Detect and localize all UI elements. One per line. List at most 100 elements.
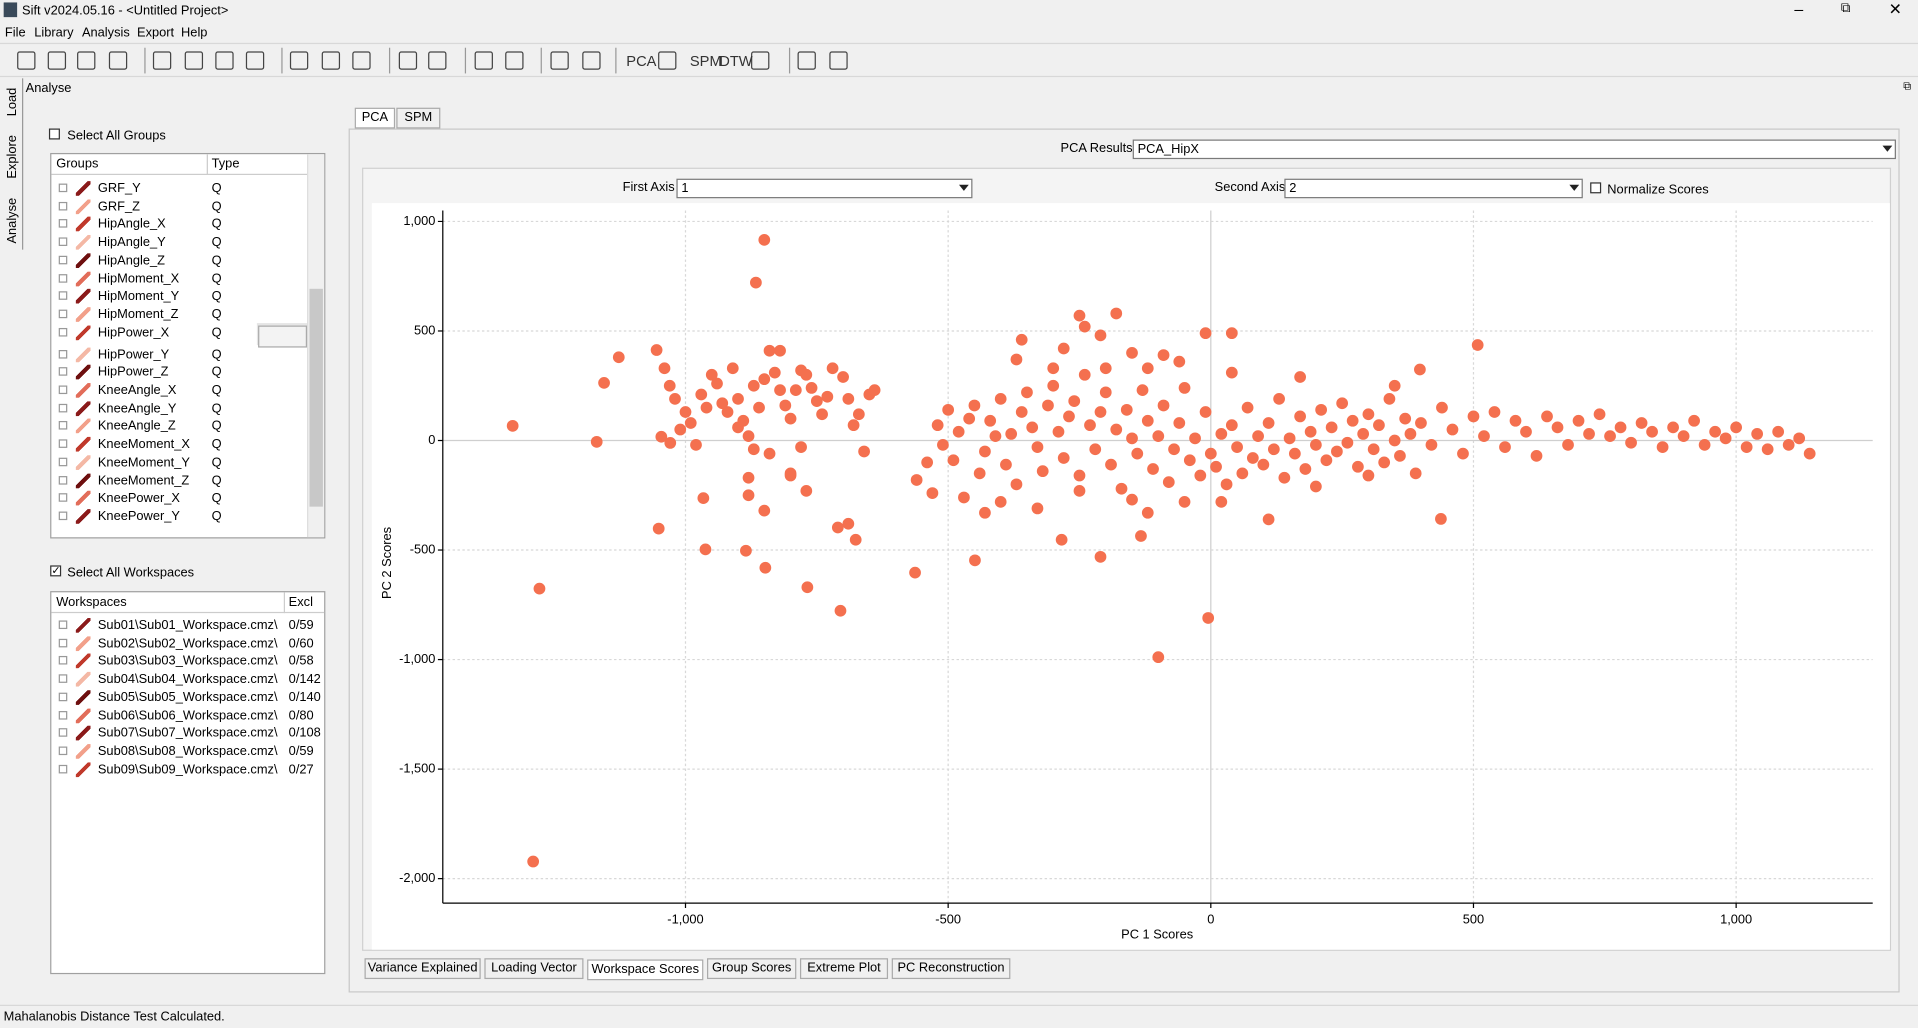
expand-icon[interactable] <box>58 692 68 701</box>
cell[interactable]: Sub04\Sub04_Workspace.cmz\ <box>97 671 278 687</box>
tab[interactable]: PC Reconstruction <box>891 958 1011 980</box>
cell[interactable]: Sub03\Sub03_Workspace.cmz\ <box>97 653 278 669</box>
tab[interactable]: Loading Vector <box>484 958 584 980</box>
expand-icon[interactable] <box>58 638 68 648</box>
cell[interactable]: Sub09\Sub09_Workspace.cmz\ <box>97 761 278 777</box>
tab[interactable]: PCA <box>354 107 396 129</box>
toolbar-button[interactable]: DTW <box>719 52 753 70</box>
cell[interactable]: KneeAngle_Z <box>97 419 176 434</box>
menu-item[interactable]: Analysis <box>81 25 130 41</box>
toolbar-icon[interactable] <box>428 51 447 70</box>
expand-icon[interactable] <box>58 237 68 247</box>
cell[interactable]: KneeMoment_Z <box>97 472 190 488</box>
expand-icon[interactable] <box>58 309 68 319</box>
normalize-scores[interactable]: Normalize Scores <box>1607 182 1709 198</box>
expand-icon[interactable] <box>58 421 68 431</box>
checkbox[interactable]: ✓ <box>50 564 62 577</box>
expand-icon[interactable] <box>58 620 68 630</box>
toolbar-icon[interactable] <box>152 51 172 70</box>
toolbar-icon[interactable] <box>658 51 677 70</box>
expand-icon[interactable] <box>58 201 68 211</box>
toolbar-button[interactable]: PCA <box>626 52 657 70</box>
toolbar-icon[interactable] <box>550 51 569 70</box>
cell[interactable]: Sub07\Sub07_Workspace.cmz\ <box>97 725 278 741</box>
maximize[interactable]: ⧉ <box>1840 1 1851 16</box>
toolbar-icon[interactable] <box>47 51 67 70</box>
menu-item[interactable]: Library <box>34 25 74 41</box>
expand-icon[interactable] <box>58 710 68 719</box>
expand-icon[interactable] <box>58 728 68 737</box>
cell[interactable]: GRF_Y <box>97 181 141 196</box>
expand-icon[interactable] <box>58 327 68 337</box>
cell[interactable]: HipAngle_X <box>97 217 166 232</box>
cell[interactable]: HipAngle_Y <box>97 235 166 250</box>
toolbar-icon[interactable] <box>321 51 341 70</box>
expand-icon[interactable] <box>58 291 68 301</box>
expand-icon[interactable] <box>58 255 68 265</box>
expand-icon[interactable] <box>58 367 68 377</box>
close[interactable]: ✕ <box>1888 0 1902 19</box>
toolbar-icon[interactable] <box>474 51 493 70</box>
cell[interactable]: HipMoment_Y <box>97 289 180 304</box>
expand-icon[interactable] <box>58 746 68 755</box>
tab[interactable]: Workspace Scores <box>587 959 704 981</box>
cell[interactable]: HipMoment_X <box>97 271 180 286</box>
second-axis-combo[interactable]: 2 <box>1284 178 1583 199</box>
cell[interactable]: KneeAngle_X <box>97 383 177 398</box>
expand-icon[interactable] <box>58 511 68 520</box>
toolbar-icon[interactable] <box>215 51 234 70</box>
cell[interactable]: Sub06\Sub06_Workspace.cmz\ <box>97 707 278 723</box>
cell[interactable]: Sub08\Sub08_Workspace.cmz\ <box>97 743 278 759</box>
cell[interactable]: HipAngle_Z <box>97 253 165 268</box>
cell[interactable]: HipMoment_Z <box>97 307 179 322</box>
toolbar-icon[interactable] <box>108 51 128 70</box>
tab[interactable]: SPM <box>396 107 441 129</box>
expand-icon[interactable] <box>58 457 68 467</box>
expand-icon[interactable] <box>58 439 68 449</box>
cell[interactable]: HipPower_Y <box>97 347 170 362</box>
minimize[interactable]: – <box>1794 0 1804 19</box>
tab[interactable]: Extreme Plot <box>799 958 889 980</box>
menu-item[interactable]: Help <box>181 25 208 41</box>
first-axis-combo[interactable]: 1 <box>676 178 973 199</box>
checkbox[interactable] <box>1590 182 1602 194</box>
expand-icon[interactable] <box>58 475 68 485</box>
cell[interactable]: GRF_Z <box>97 199 140 214</box>
tab[interactable]: Variance Explained <box>364 958 481 980</box>
toolbar-icon[interactable] <box>77 51 96 70</box>
expand-icon[interactable] <box>58 403 68 413</box>
toolbar-icon[interactable] <box>751 51 770 70</box>
expand-icon[interactable] <box>58 273 68 283</box>
toolbar-icon[interactable] <box>245 51 265 70</box>
undock[interactable]: ⧉ <box>1903 79 1912 92</box>
cell[interactable]: KneePower_X <box>97 490 180 506</box>
toolbar-icon[interactable] <box>398 51 418 70</box>
expand-icon[interactable] <box>58 385 68 395</box>
side-tab[interactable]: Load <box>4 87 20 117</box>
expand-icon[interactable] <box>58 219 68 229</box>
expand-icon[interactable] <box>58 493 68 502</box>
menu-item[interactable]: Export <box>136 25 175 41</box>
toolbar-icon[interactable] <box>289 51 309 70</box>
expand-icon[interactable] <box>58 656 68 666</box>
toolbar-icon[interactable] <box>505 51 524 70</box>
row-button[interactable] <box>258 325 308 348</box>
toolbar-icon[interactable] <box>352 51 371 70</box>
menu-item[interactable]: File <box>4 25 26 41</box>
cell[interactable]: HipPower_X <box>97 325 170 340</box>
tab[interactable]: Group Scores <box>707 958 797 980</box>
expand-icon[interactable] <box>58 764 68 773</box>
cell[interactable]: KneeMoment_X <box>97 437 190 452</box>
toolbar-icon[interactable] <box>797 51 816 70</box>
side-tab[interactable]: Explore <box>4 135 20 179</box>
toolbar-icon[interactable] <box>184 51 204 70</box>
cell[interactable]: Sub01\Sub01_Workspace.cmz\ <box>97 618 278 633</box>
toolbar-icon[interactable] <box>582 51 601 70</box>
cell[interactable]: Sub02\Sub02_Workspace.cmz\ <box>97 635 278 651</box>
cell[interactable]: KneeMoment_Y <box>97 455 190 470</box>
cell[interactable]: KneeAngle_Y <box>97 401 177 416</box>
select-all-groups[interactable]: Select All Groups <box>67 128 166 144</box>
toolbar-icon[interactable] <box>17 51 36 70</box>
toolbar-button[interactable]: SPM <box>689 52 722 70</box>
expand-icon[interactable] <box>58 674 68 683</box>
